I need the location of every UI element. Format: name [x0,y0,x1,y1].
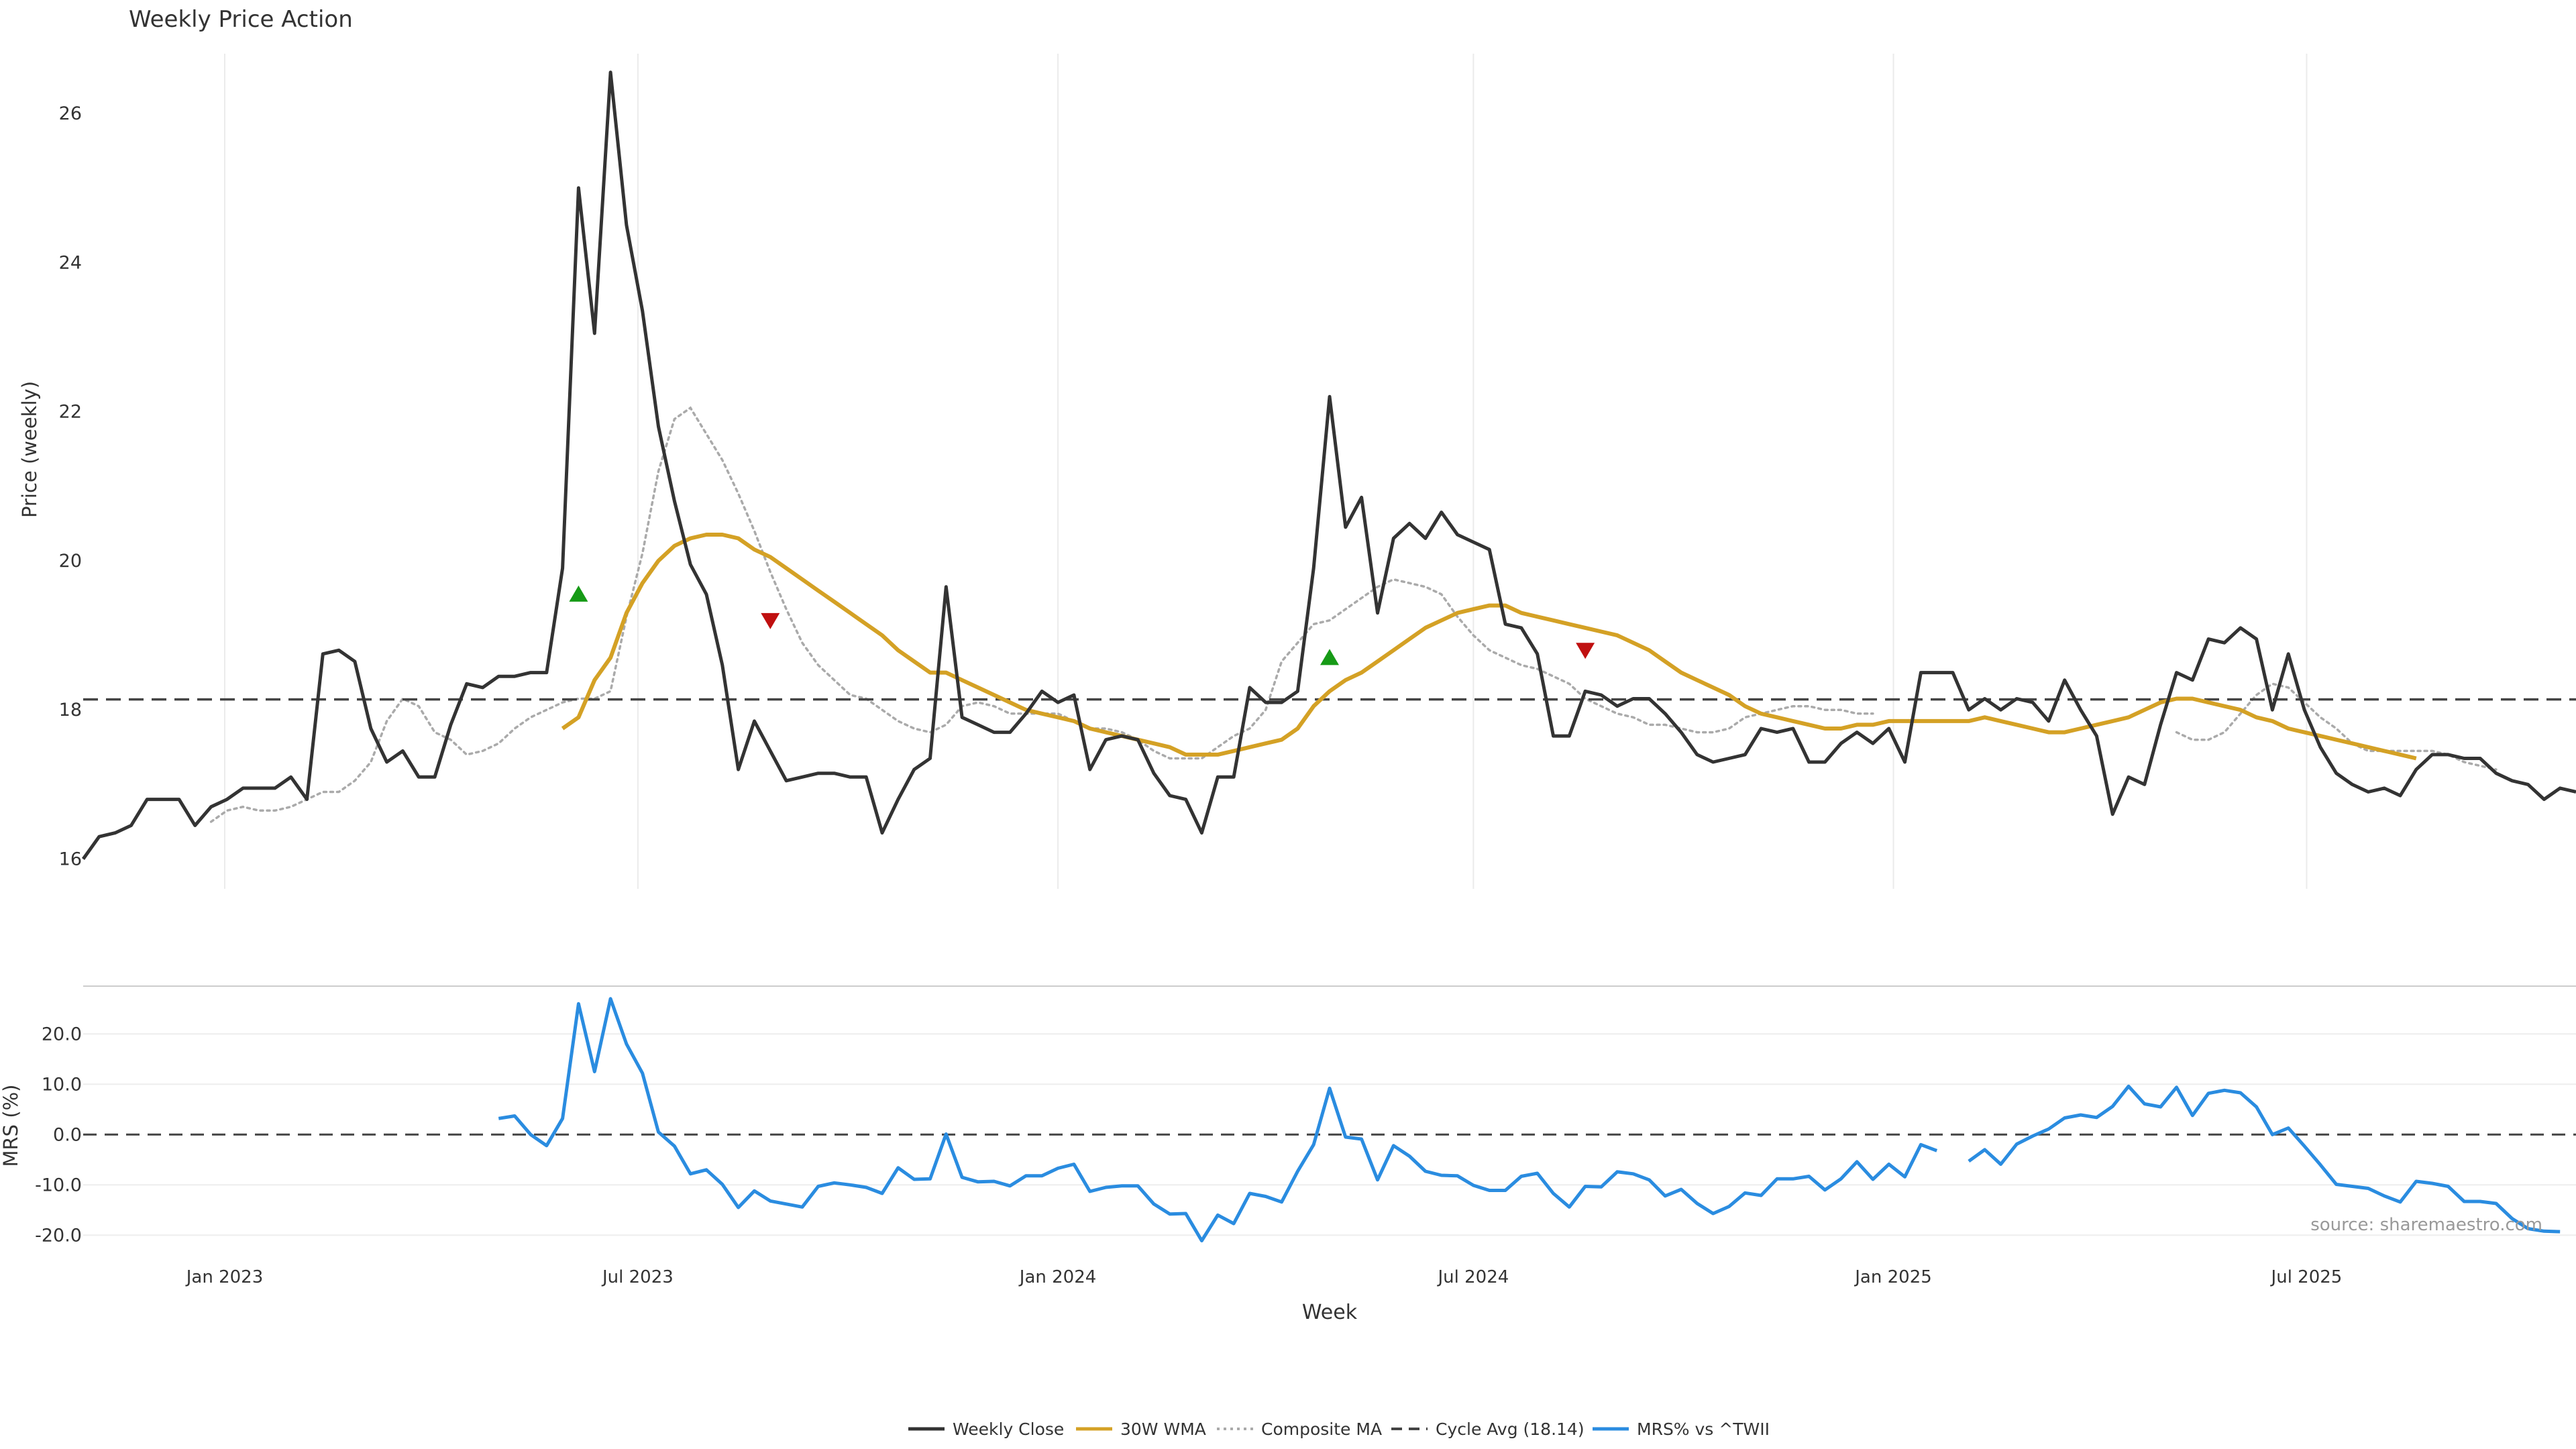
x-tick-label: Jul 2024 [1436,1267,1509,1287]
sell-signal-marker [761,612,780,629]
chart-title: Weekly Price Action [129,6,353,33]
price-y-tick-label: 22 [59,402,82,423]
composite-ma-line [2175,682,2498,771]
buy-signal-marker [1320,649,1339,665]
mrs-y-tick-label: 20.0 [42,1024,82,1044]
legend-item-cycle_avg: Cycle Avg (18.14) [1391,1419,1585,1439]
price-series-group [81,70,2576,860]
legend-label: Cycle Avg (18.14) [1436,1419,1585,1439]
mrs-line [1968,1084,2561,1234]
mrs-series-group [83,997,2576,1242]
mrs-y-tick-label: 0.0 [53,1124,82,1145]
legend-label: Weekly Close [953,1419,1064,1439]
sell-signal-marker [1576,643,1595,659]
composite-ma-line [209,406,1874,823]
weekly-close-line [81,70,2576,860]
legend-item-close: Weekly Close [908,1419,1064,1439]
legend-label: 30W WMA [1120,1419,1206,1439]
x-tick-label: Jan 2024 [1018,1267,1097,1287]
x-tick-label: Jan 2025 [1854,1267,1932,1287]
legend-label: MRS% vs ^TWII [1637,1419,1770,1439]
legend-label: Composite MA [1261,1419,1382,1439]
mrs-line [498,997,1938,1242]
price-y-tick-label: 20 [59,551,82,572]
source-caption: source: sharemaestro.com [2310,1215,2542,1235]
price-y-tick-label: 26 [59,103,82,124]
price-grid [223,54,2308,889]
price-y-tick-label: 16 [59,849,82,870]
mrs-y-ticks: 20.0 10.0 0.0 -10.0 -20.0 [35,1024,82,1246]
mrs-y-axis-label: MRS (%) [0,1085,22,1167]
wma-30w-line [561,533,2417,761]
x-axis-ticks: Jan 2023 Jul 2023 Jan 2024 Jul 2024 Jan 2025… [185,1267,2343,1287]
price-y-tick-label: 18 [59,700,82,720]
mrs-y-tick-label: -10.0 [35,1175,82,1195]
price-y-tick-label: 24 [59,252,82,273]
x-tick-label: Jul 2023 [601,1267,674,1287]
price-y-axis-label: Price (weekly) [18,381,41,518]
legend: Weekly Close 30W WMA Composite MA Cycle Avg… [908,1419,1770,1439]
buy-signal-marker [569,585,588,602]
price-y-ticks: 16 18 20 22 24 26 [59,103,82,870]
x-axis-label: Week [1302,1301,1358,1324]
legend-item-composite: Composite MA [1217,1419,1382,1439]
mrs-y-tick-label: -20.0 [35,1225,82,1246]
legend-item-wma: 30W WMA [1076,1419,1206,1439]
x-tick-label: Jul 2025 [2270,1267,2343,1287]
signal-markers [569,585,1595,665]
mrs-y-tick-label: 10.0 [42,1074,82,1095]
mrs-grid [83,985,2576,1236]
x-tick-label: Jan 2023 [185,1267,264,1287]
legend-item-mrs: MRS% vs ^TWII [1593,1419,1770,1439]
